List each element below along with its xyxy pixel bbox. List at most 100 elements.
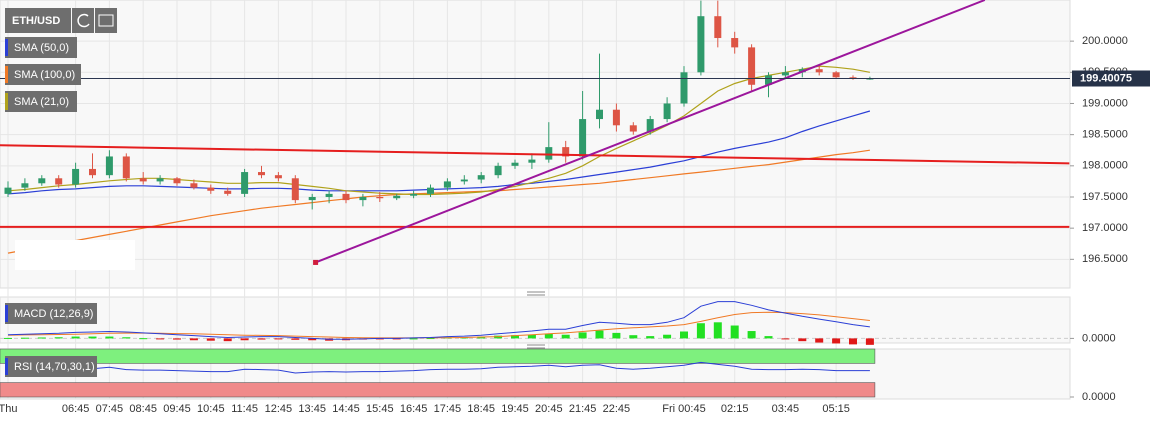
candle-body [89,168,96,176]
macd-histogram-bar [849,338,857,345]
x-tick-label: 03:45 [772,403,800,415]
y-tick-label: 200.0000 [1082,35,1128,47]
macd-histogram-bar [88,336,97,339]
macd-histogram-bar [544,333,553,339]
candle-body [612,109,620,126]
macd-histogram-bar [612,332,621,339]
candle-body [258,172,265,176]
legend-label: RSI (14,70,30,1) [14,361,95,373]
macd-histogram-bar [696,323,705,339]
x-tick-label: 14:45 [332,403,360,415]
symbol: ETH/USD [12,15,60,27]
x-tick-label: 19:45 [501,403,529,415]
candle-body [376,196,384,199]
legend-box [5,303,97,324]
macd-histogram-bar [561,334,570,339]
candle-body [460,179,468,182]
macd-histogram-bar [815,338,824,343]
x-tick-label: 22:45 [603,403,631,415]
legend-swatch [5,358,8,375]
macd-histogram-bar [764,336,773,339]
rsi-band [0,382,876,398]
macd-histogram-bar [156,338,165,340]
macd-histogram-bar [578,332,587,339]
candle-body [72,168,80,185]
macd-histogram-bar [680,331,688,339]
y-tick-label: 199.0000 [1082,97,1128,109]
candle-body [494,165,502,176]
x-tick-label: 07:45 [96,403,124,415]
splitter[interactable] [527,291,545,296]
macd-histogram-bar [206,338,215,341]
candle-body [596,109,603,120]
candle-body [122,156,130,179]
macd-histogram-bar [122,337,131,339]
macd-histogram-bar [730,325,739,339]
macd-histogram-bar [105,336,114,339]
trendline-handle [313,259,319,265]
macd-histogram-bar [223,338,232,342]
candle-body [410,193,418,196]
macd-histogram-bar [189,338,198,341]
sma-line [7,110,871,195]
legend: SMA (50,0) SMA (100,0) SMA (21,0) MACD (12,… [5,37,97,377]
x-tick-label: 06:45 [62,403,90,415]
candle-body [393,195,401,199]
candle-body [477,175,485,180]
macd-histogram-bar [426,338,435,340]
trendline [0,144,1070,165]
candle-body [629,125,637,132]
x-tick-label: 16:45 [400,403,428,415]
candle-body [443,181,451,188]
macd-histogram-bar [71,336,80,339]
macd-histogram-bar [20,337,29,339]
main-panel [0,0,1071,289]
y-tick-label: 196.5000 [1082,253,1128,265]
last-price-box [1072,70,1150,87]
candle-body [359,196,367,201]
refresh-button[interactable] [72,8,94,33]
macd-histogram-bar [291,338,300,340]
candle-body [781,72,789,76]
x-tick-label: 12:45 [265,403,293,415]
legend-box [5,64,81,85]
symbol-box[interactable] [5,8,71,33]
x-tick-label: 10:45 [197,403,225,415]
candle-body [224,190,232,194]
candle-body [308,196,316,201]
macd-line [7,301,870,340]
macd-histogram-bar [865,338,874,345]
macd-histogram-bar [595,330,604,339]
y-tick-label: 0.0000 [1082,332,1116,344]
candle-body [697,16,705,73]
candle-body [528,159,536,163]
candle-body [646,119,654,132]
x-tick-label: 05:15 [822,403,850,415]
rsi-band [0,348,876,364]
sma-line [7,65,871,196]
candle-body [832,72,840,78]
x-tick-label: 09:45 [163,403,191,415]
candle-body [748,47,756,85]
blank-box [15,240,135,270]
legend-swatch [5,93,8,110]
macd-histogram-bar [54,337,63,339]
candle-body [207,187,215,191]
legend-box [5,91,77,112]
calendar-button[interactable] [95,8,117,33]
candle-body [139,178,147,182]
legend-swatch [5,39,8,56]
x-tick-label: 15:45 [366,403,394,415]
candle-body [190,183,198,188]
legend-box [5,356,97,377]
macd-histogram-bar [527,334,536,339]
macd-histogram-bar [308,338,317,341]
y-tick-label: 0.0000 [1082,391,1116,403]
marks [0,0,1070,398]
x-tick-label: 17:45 [434,403,462,415]
x-tick-label: 18:45 [467,403,495,415]
splitter[interactable] [527,344,545,349]
candle-body [241,172,249,194]
macd-histogram-bar [173,338,181,340]
